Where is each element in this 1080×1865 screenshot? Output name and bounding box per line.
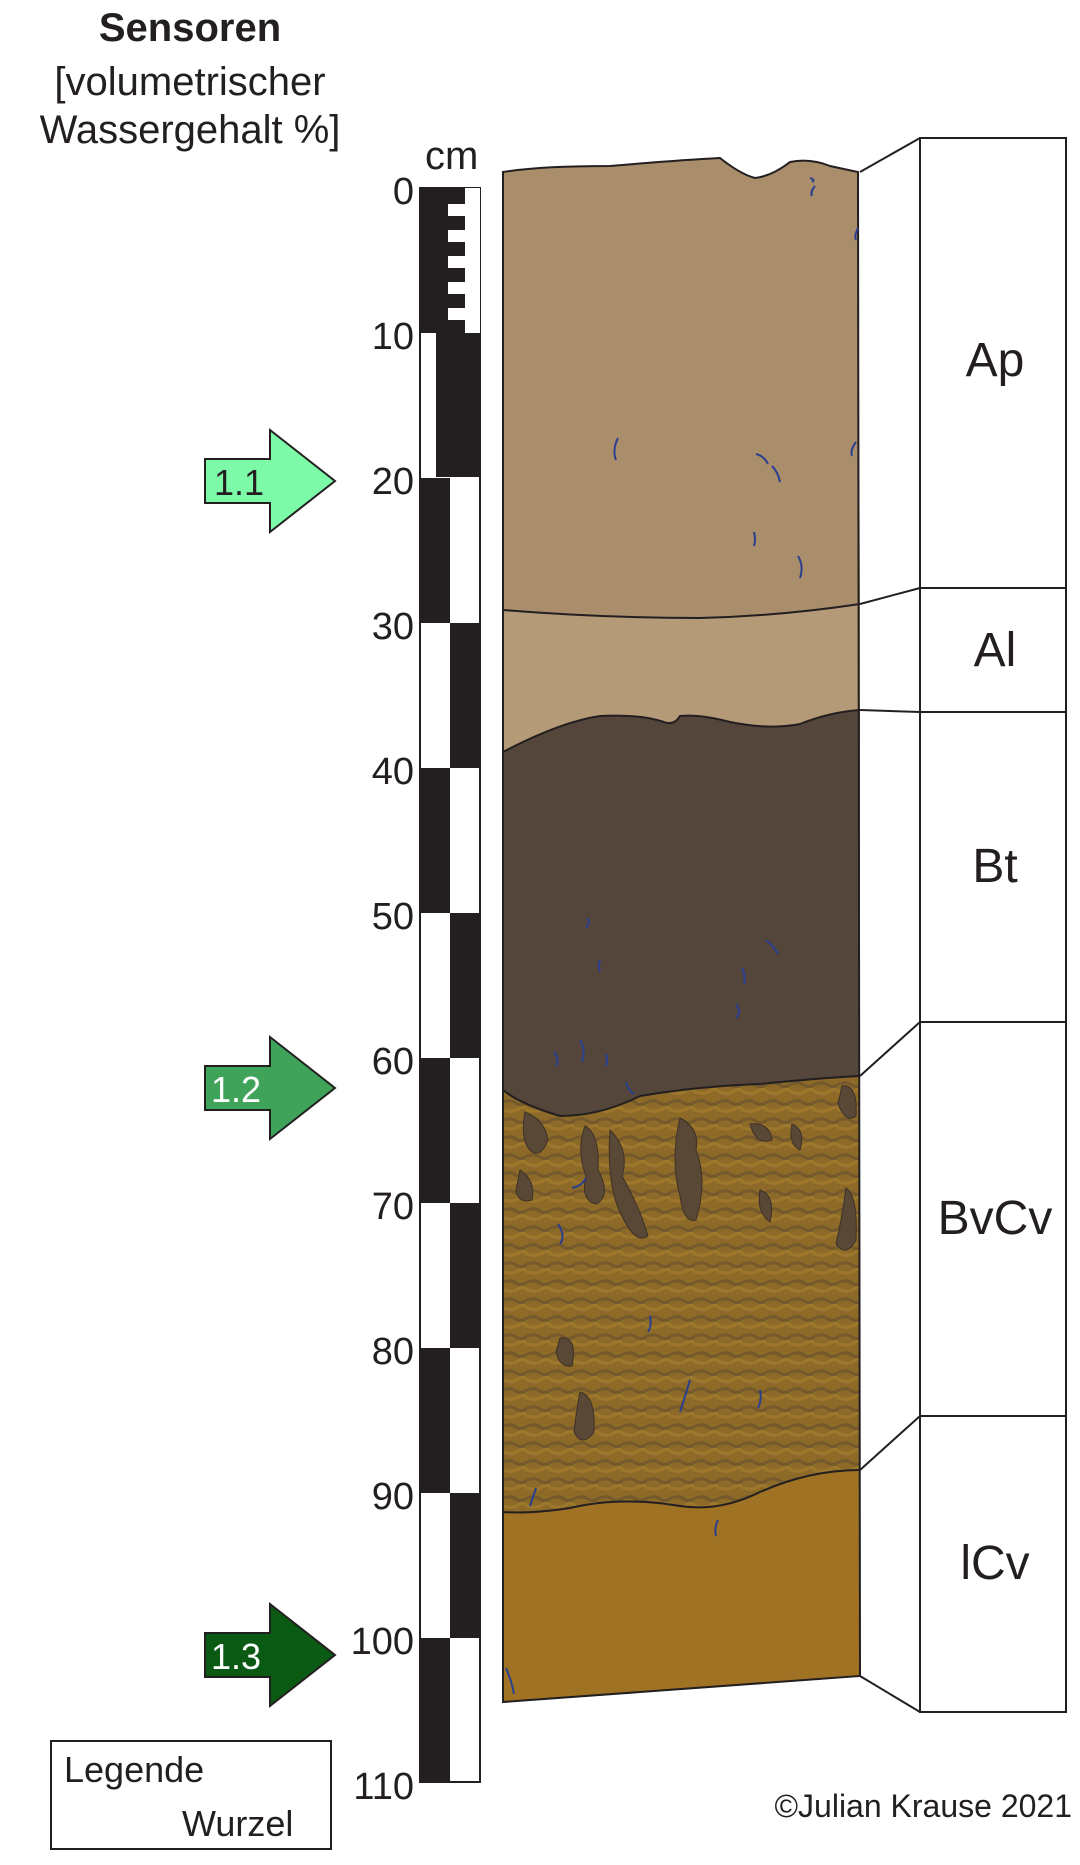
horizon-label-lcv: lCv	[960, 1537, 1030, 1590]
depth-tick-label: 90	[371, 1476, 414, 1518]
depth-tick-label: 80	[371, 1331, 414, 1373]
horizon-label-bvcv: BvCv	[937, 1192, 1053, 1245]
depth-tick-label: 100	[350, 1621, 414, 1663]
ruler-block	[450, 1493, 480, 1638]
horizon-boxes	[919, 137, 1067, 1713]
sensor-arrow-1-1	[204, 427, 337, 535]
depth-labels: 0 10 20 30 40 50 60 70 80 90 100 110	[322, 0, 414, 1865]
horizon-bt-fill	[503, 710, 860, 1116]
legend: Legende Wurzel	[50, 1740, 332, 1850]
ruler-block	[420, 1638, 450, 1783]
copyright: ©Julian Krause 2021	[774, 1788, 1072, 1824]
ruler-blocks	[420, 478, 480, 1783]
sensor-arrows	[204, 427, 337, 1709]
sensor-label-1-3: 1.3	[211, 1636, 262, 1677]
ruler-fine-ticks	[424, 204, 465, 465]
ruler-strip	[448, 333, 480, 477]
depth-tick-label: 110	[353, 1766, 414, 1808]
ruler-block	[450, 1203, 480, 1348]
sensor-label-1-1: 1.1	[214, 462, 265, 503]
sensor-label-1-2: 1.2	[211, 1069, 262, 1110]
horizon-box-ap	[919, 137, 1067, 589]
horizon-box-bvcv	[919, 1021, 1067, 1417]
depth-tick-label: 40	[371, 751, 414, 793]
legend-item-root: Wurzel	[182, 1803, 294, 1844]
sensors-subtitle-line2: Wassergehalt %]	[39, 108, 341, 152]
bt-mottles	[515, 1085, 857, 1441]
ruler-strip	[465, 188, 480, 333]
depth-tick-label: 50	[371, 896, 414, 938]
horizon-lcv-fill	[503, 1470, 860, 1702]
horizon-box-al	[919, 587, 1067, 713]
ruler-block	[420, 478, 450, 623]
depth-unit-label: cm	[425, 134, 479, 178]
sensor-arrow-1-3	[204, 1601, 337, 1709]
horizon-boundaries	[502, 156, 862, 1704]
horizon-label-ap: Ap	[965, 334, 1025, 387]
ruler-block	[420, 1058, 450, 1203]
horizon-al-fill	[503, 604, 860, 752]
depth-ruler	[419, 187, 481, 1783]
horizon-connectors	[859, 137, 921, 1713]
sensors-subtitle-line1: [volumetrischer	[54, 60, 326, 104]
horizon-label-bt: Bt	[972, 840, 1018, 893]
legend-title: Legende	[64, 1749, 205, 1790]
horizon-box-lcv	[919, 1415, 1067, 1713]
horizon-ap-fill	[503, 158, 860, 618]
ruler-strip	[436, 333, 448, 477]
depth-tick-label: 10	[371, 316, 414, 358]
horizon-label-al: Al	[973, 624, 1017, 677]
root-traces	[505, 177, 859, 1695]
ruler-block	[450, 623, 480, 768]
depth-tick-label: 30	[371, 606, 414, 648]
ruler-block	[420, 768, 450, 913]
ruler-block	[420, 1348, 450, 1493]
soil-column	[502, 156, 862, 1704]
depth-tick-label: 20	[371, 461, 414, 503]
ruler-strip	[420, 188, 448, 333]
depth-tick-label: 0	[392, 171, 414, 213]
depth-tick-label: 60	[371, 1041, 414, 1083]
sensors-title: Sensoren	[98, 6, 282, 50]
depth-tick-label: 70	[371, 1186, 414, 1228]
ruler-block	[450, 913, 480, 1058]
sensor-arrow-1-2	[204, 1034, 337, 1142]
